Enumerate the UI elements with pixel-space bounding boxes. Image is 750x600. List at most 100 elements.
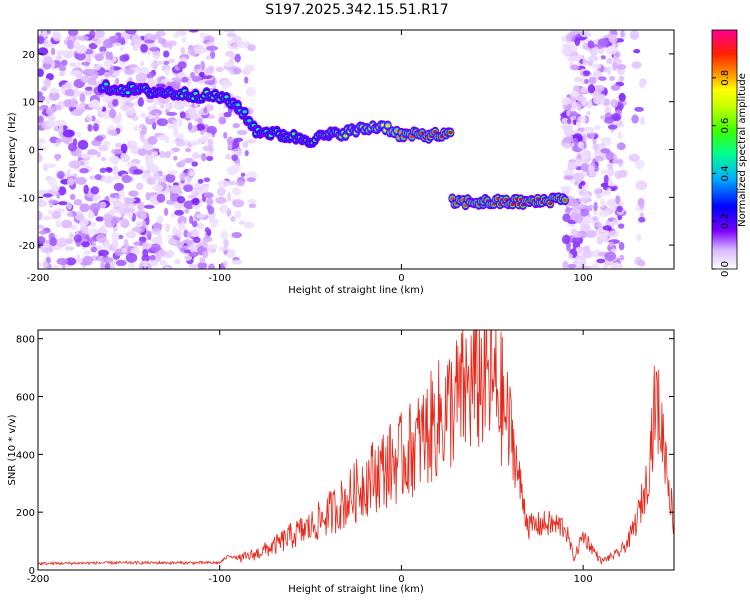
spectrogram-cell [79,93,86,103]
spectrogram-cell [142,260,148,268]
spectrogram-cell [574,257,586,263]
spectrogram-cell [231,154,239,162]
spectrogram-cell [194,45,206,55]
colorbar-label: Normalized spectral amplitude [737,73,748,227]
spectrogram-cell [634,106,644,112]
spectrogram-cell [236,39,243,47]
spectrogram-cell [163,50,170,58]
spectrogram-cell [131,227,142,233]
spectrogram-cell [587,55,599,62]
spectrogram-cell [592,143,599,151]
spectrogram-cell [159,260,168,266]
spectrogram-cell [570,64,580,71]
spectrogram-cell [593,201,598,212]
spectrogram-cell [580,180,586,186]
spectrogram-ridge-core [450,196,455,201]
spectrogram-cell [610,262,617,269]
spectrogram-cell [197,178,204,184]
spectrogram-cell [155,83,166,88]
spectrogram-cell [38,106,44,111]
spectrogram-cell [178,132,184,141]
spectrogram-cell [58,65,67,72]
spectrogram-cell [579,30,591,38]
spectrogram-cell [58,71,66,77]
spectrogram-cell [56,257,68,266]
spectrogram-cell [610,84,621,91]
spectrogram-cell [62,129,75,138]
spectrogram-cell [562,136,574,144]
spectrogram-cell [232,199,245,208]
spectrogram-cell [599,198,605,208]
spectrogram-cell [204,132,213,138]
spectrogram-cell [581,155,588,160]
spectrogram-cell [183,184,193,192]
spectrogram-cell [232,42,239,50]
spectrogram-cell [92,123,99,132]
spectrogram-cell [42,30,48,38]
spectrogram-cell [83,249,91,256]
snr-x-tick-label: -200 [27,574,50,585]
spectrogram-cell [201,152,207,162]
spectrogram-cell [206,244,215,253]
spectrogram-cell [226,136,234,145]
spectrogram-ridge-core [562,198,568,202]
spectrogram-cell [563,127,574,137]
spectrogram-cell [152,98,158,109]
spectrogram-cell [223,30,236,33]
spectrogram-cell [46,96,51,105]
spectrogram-cell [38,224,44,230]
spectrogram-cell [144,39,155,44]
spectrogram-y-tick-label: 0 [29,146,35,157]
spectrogram-cell [221,80,229,90]
spectrogram-cell [618,242,625,251]
spectrogram-cell [138,236,147,243]
spectrogram-cell [167,58,176,64]
spectrogram-cell [174,209,184,216]
spectrogram-cell [69,70,82,77]
spectrogram-cell [225,153,231,160]
spectrogram-cell [563,175,574,181]
spectrogram-cell [38,262,42,268]
spectrogram-cell [176,196,186,204]
snr-panel: -200 -100 0 100 0 200 400 600 800 Height of str… [7,329,675,595]
spectrogram-cell [232,186,242,196]
spectrogram-cell [145,157,154,167]
spectrogram-cell [211,84,217,89]
spectrogram-cell [192,197,200,206]
spectrogram-cell [75,52,87,61]
spectrogram-cell [66,202,72,210]
spectrogram-cell [594,155,605,162]
spectrogram-cell [68,160,81,169]
spectrogram-cell [163,151,172,159]
spectrogram-cell [89,202,101,213]
spectrogram-cell [206,198,214,206]
spectrogram-cell [595,94,606,103]
spectrogram-ridge-core [235,103,241,107]
spectrogram-cell [180,159,187,165]
spectrogram-cell [205,55,212,60]
spectrogram-cell [51,210,61,220]
spectrogram-cell [208,263,215,269]
spectrogram-cell [55,49,68,55]
spectrogram-cell [238,220,246,225]
spectrogram-cell [73,87,80,97]
spectrogram-cell [565,43,570,54]
spectrogram-cell [48,91,60,101]
spectrogram-cell [173,155,178,161]
spectrogram-cell [94,53,104,62]
spectrogram-cell [120,104,129,111]
spectrogram-cell [588,60,593,67]
spectrogram-cell [118,189,126,200]
spectrogram-cell [636,233,642,242]
spectrogram-cell [141,254,151,262]
spectrogram-cell [56,170,65,179]
spectrogram-cell [60,219,73,229]
spectrogram-cell [172,32,180,39]
spectrogram-cell [594,124,601,130]
spectrogram-cell [119,46,124,52]
spectrogram-cell [101,156,106,162]
spectrogram-cell [137,97,144,107]
spectrogram-cell [606,45,618,55]
spectrogram-cell [203,185,209,193]
spectrogram-cell [80,161,85,166]
